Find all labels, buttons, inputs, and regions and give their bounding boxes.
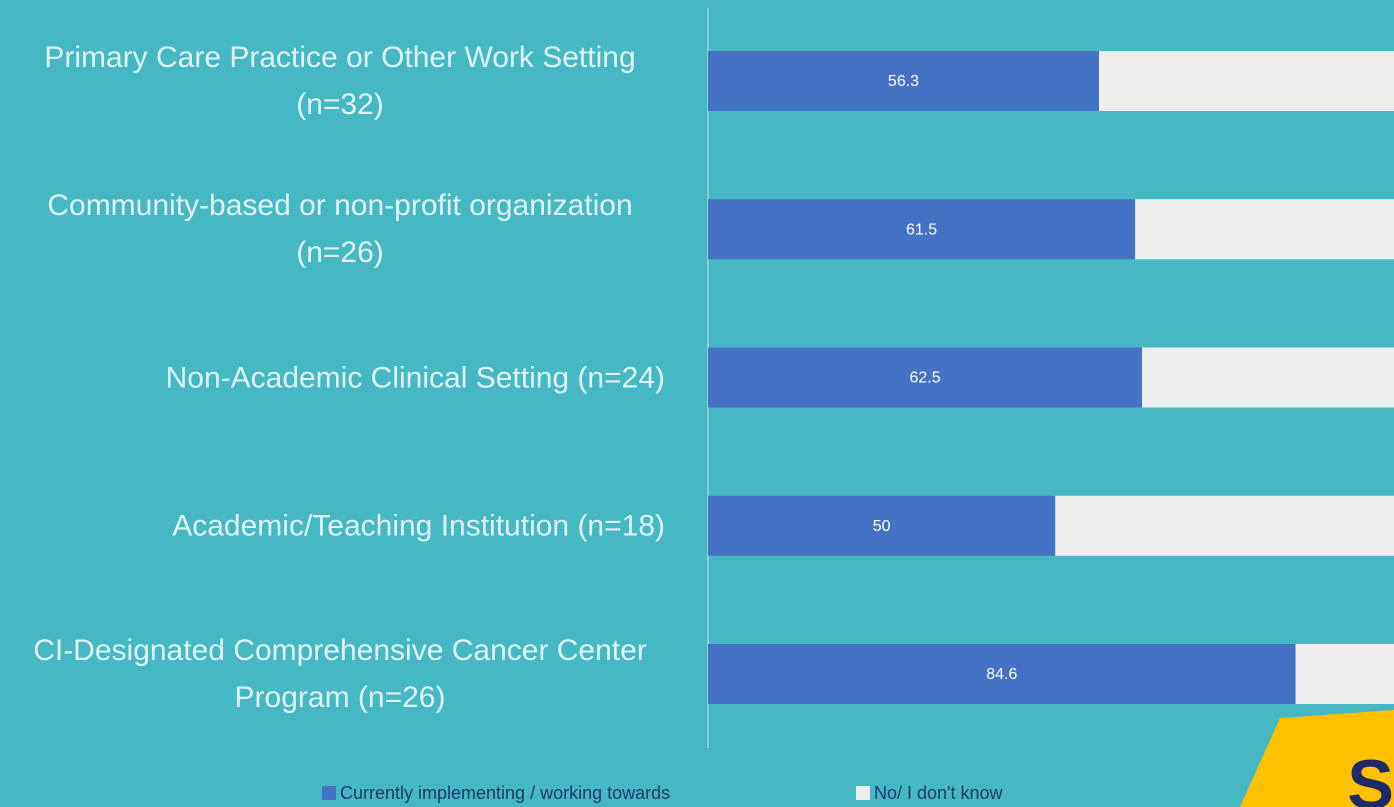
category-label: Community-based or non-profit organizati…	[47, 189, 633, 270]
bar	[1135, 199, 1394, 260]
bar	[708, 199, 1136, 260]
legend-swatch	[322, 786, 336, 800]
category-label: Non-Academic Clinical Setting (n=24)	[165, 361, 665, 394]
logo-text: S	[1347, 745, 1394, 807]
bar	[1099, 51, 1394, 111]
data-label: 56.3	[888, 73, 919, 90]
bar	[1295, 644, 1394, 704]
bar	[708, 495, 1056, 556]
legend-label: No/ I don't know	[874, 783, 1004, 803]
legend-swatch	[856, 786, 870, 800]
bar	[1142, 347, 1394, 408]
bar	[708, 644, 1296, 704]
category-label: CI-Designated Comprehensive Cancer Cente…	[33, 634, 647, 714]
data-label: 50	[873, 518, 891, 535]
legend-label: Currently implementing / working towards	[340, 783, 670, 803]
data-label: 84.6	[986, 666, 1017, 683]
bar	[1055, 495, 1394, 556]
category-label: Academic/Teaching Institution (n=18)	[172, 509, 665, 543]
category-label: Primary Care Practice or Other Work Sett…	[44, 41, 636, 121]
data-label: 62.5	[909, 370, 940, 387]
bar	[708, 347, 1143, 408]
logo-shape	[1240, 710, 1394, 807]
data-label: 61.5	[906, 221, 937, 238]
bar	[708, 51, 1100, 111]
